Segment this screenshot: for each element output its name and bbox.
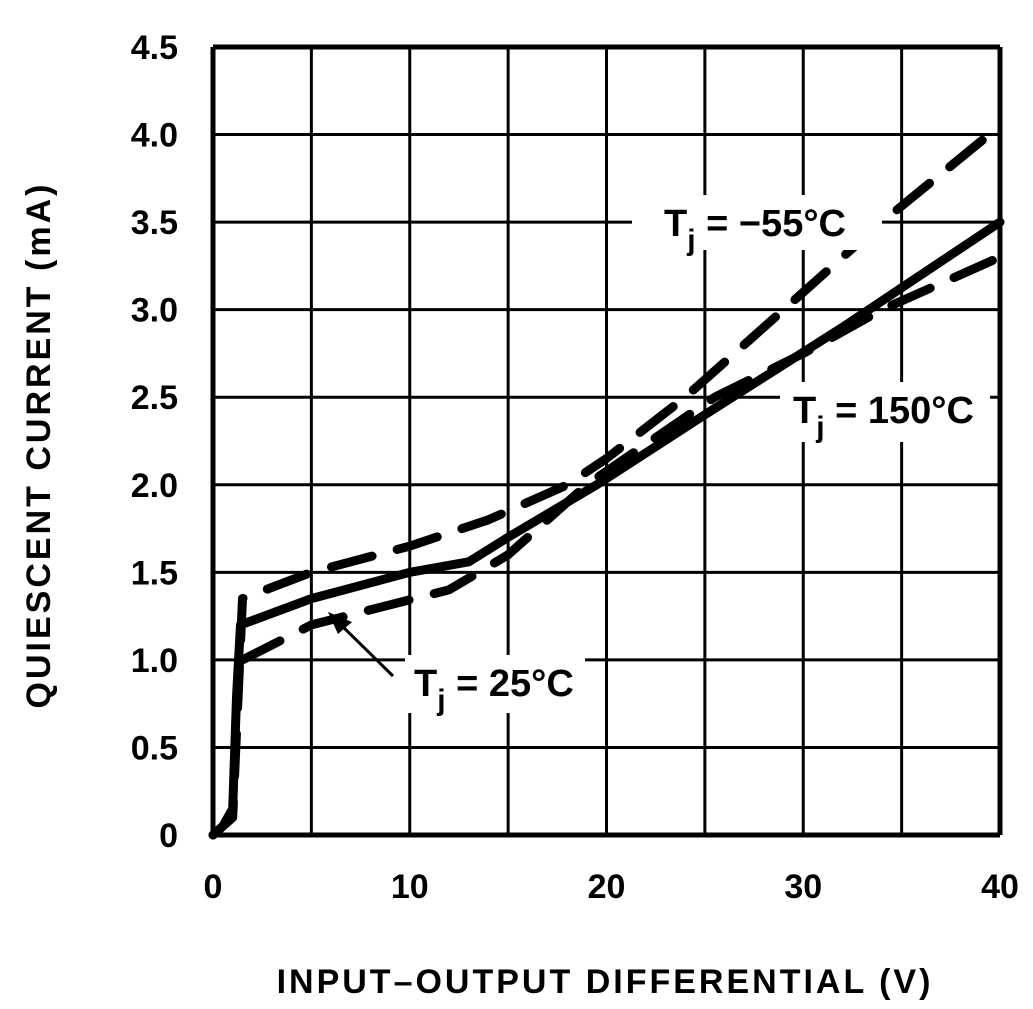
- y-axis-label: QUIESCENT CURRENT (mA): [20, 182, 58, 709]
- x-tick-label: 30: [784, 868, 822, 906]
- series-line-1: [208, 217, 1005, 840]
- series-line-2: [238, 252, 1005, 665]
- series-label-150: Tj = 150°C: [793, 390, 974, 444]
- series-label-minus55: Tj = −55°C: [664, 203, 846, 257]
- x-axis-label: INPUT–OUTPUT DIFFERENTIAL (V): [277, 963, 934, 1001]
- y-tick-label: 2.5: [131, 379, 178, 417]
- x-tick-label: 20: [588, 868, 626, 906]
- y-tick-label: 0: [159, 817, 178, 855]
- tick-labels: 0 0.5 1.0 1.5 2.0 2.5 3.0 3.5 4.0 4.5 0 10 20 30 40: [131, 29, 1019, 906]
- y-tick-label: 3.5: [131, 204, 178, 242]
- x-tick-label: 10: [391, 868, 429, 906]
- series-label-25: Tj = 25°C: [414, 663, 574, 717]
- arrow-25: [328, 612, 395, 678]
- x-tick-label: 0: [204, 868, 223, 906]
- x-tick-label: 40: [981, 868, 1019, 906]
- y-tick-label: 0.5: [131, 729, 178, 767]
- grid: [210, 44, 1003, 838]
- y-tick-label: 1.0: [131, 642, 178, 680]
- y-tick-label: 3.0: [131, 292, 178, 330]
- y-tick-label: 4.5: [131, 29, 178, 67]
- curves: [208, 121, 1005, 840]
- y-tick-label: 4.0: [131, 117, 178, 155]
- y-tick-label: 2.0: [131, 467, 178, 505]
- y-tick-label: 1.5: [131, 554, 178, 592]
